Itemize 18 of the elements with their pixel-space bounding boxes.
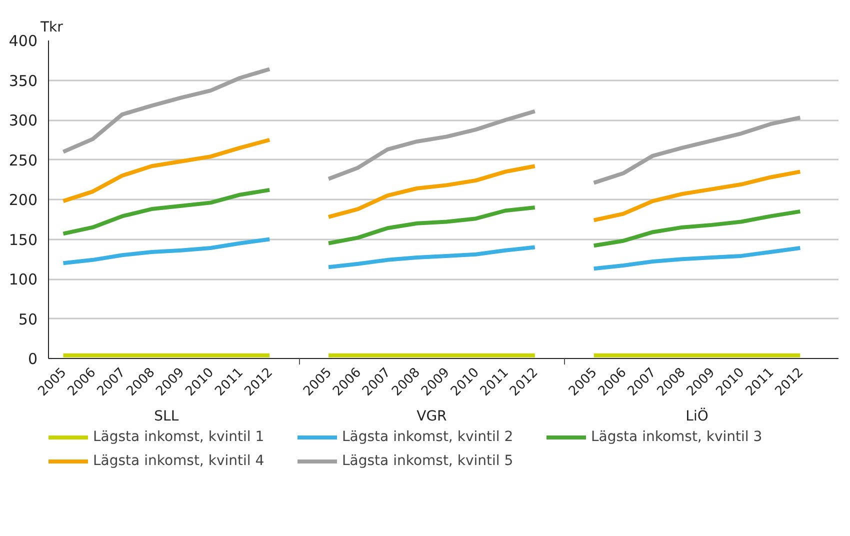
y-tick-label: 250	[8, 151, 38, 170]
text: LiÖ	[686, 408, 708, 424]
legend-label: Lägsta inkomst, kvintil 2	[342, 429, 514, 445]
y-tick-label: 100	[8, 270, 38, 288]
y-tick-label: 300	[8, 112, 38, 130]
y-tick-label: 50	[18, 310, 38, 328]
legend-label: Lägsta inkomst, kvintil 3	[591, 429, 764, 445]
y-axis-title: Tkr	[40, 20, 64, 36]
legend-label: Lägsta inkomst, kvintil 1	[93, 429, 266, 445]
y-tick-label: 350	[8, 72, 38, 90]
legend-label: Lägsta inkomst, kvintil 5	[342, 453, 514, 469]
y-tick-label: 150	[8, 230, 38, 249]
text: SLL	[154, 408, 179, 424]
text: VGR	[416, 408, 448, 424]
legend-label: Lägsta inkomst, kvintil 4	[93, 453, 266, 469]
y-tick-label: 400	[8, 32, 38, 50]
y-tick-label: 0	[28, 350, 38, 368]
y-tick-label: 200	[8, 191, 38, 209]
